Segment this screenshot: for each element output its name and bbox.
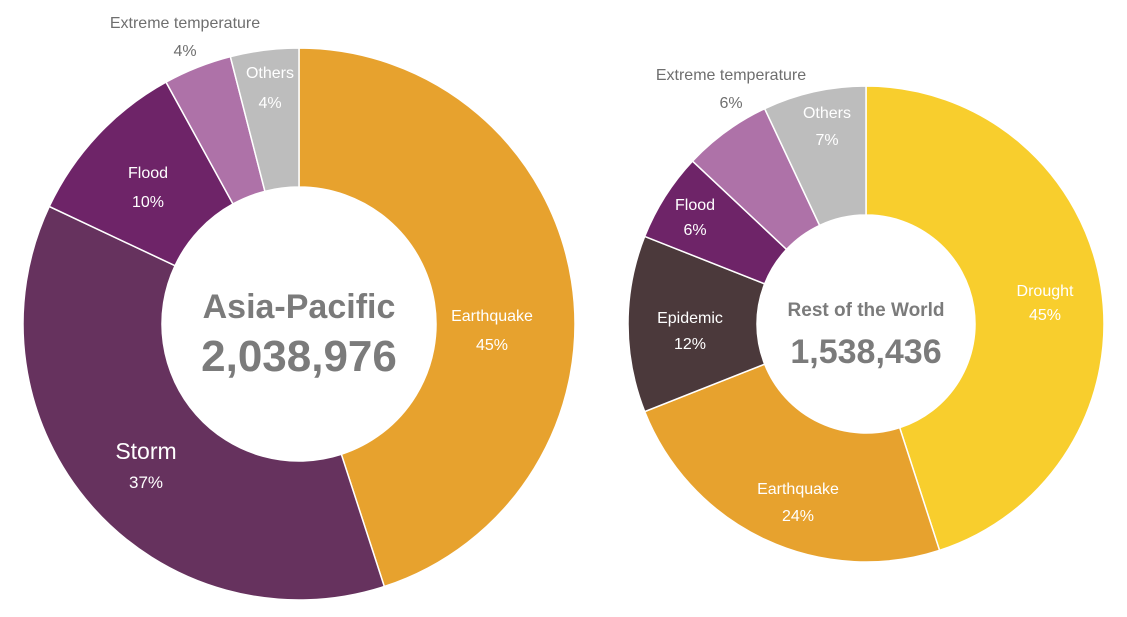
slice-label-extreme-temperature: Extreme temperature (110, 15, 260, 32)
slice-storm (22, 205, 386, 601)
slice-pct-extreme-temperature: 6% (719, 95, 742, 112)
slice-label-others: Others (803, 105, 851, 122)
slice-label-extreme-temperature: Extreme temperature (656, 67, 806, 84)
slice-label-flood: Flood (675, 197, 715, 214)
slice-label-earthquake: Earthquake (451, 308, 533, 325)
slice-others (229, 47, 300, 193)
center-title: Rest of the World (788, 300, 945, 321)
center-total: 1,538,436 (790, 333, 941, 371)
slice-label-earthquake: Earthquake (757, 481, 839, 498)
slice-label-others: Others (246, 65, 294, 82)
slice-pct-epidemic: 12% (674, 336, 706, 353)
slice-label-flood: Flood (128, 165, 168, 182)
slice-pct-storm: 37% (129, 473, 163, 492)
slice-others (763, 85, 867, 227)
slice-pct-earthquake: 45% (476, 337, 508, 354)
center-title: Asia-Pacific (203, 288, 396, 326)
slice-pct-others: 7% (815, 132, 838, 149)
slice-earthquake (643, 363, 941, 563)
asia-pacific-donut: Earthquake 45% Storm 37% Flood 10% Extreme tem… (22, 15, 576, 601)
slice-pct-others: 4% (258, 95, 281, 112)
slice-drought (865, 85, 1105, 552)
rest-of-world-donut: Drought 45% Earthquake 24% Epidemic 12% Flood 6… (627, 67, 1105, 563)
slice-pct-drought: 45% (1029, 307, 1061, 324)
slice-pct-extreme-temperature: 4% (173, 43, 196, 60)
slice-pct-flood: 10% (132, 194, 164, 211)
center-total: 2,038,976 (201, 332, 397, 381)
slice-pct-flood: 6% (683, 222, 706, 239)
slice-label-epidemic: Epidemic (657, 310, 723, 327)
slice-label-drought: Drought (1017, 283, 1074, 300)
slice-label-storm: Storm (115, 438, 176, 464)
slice-pct-earthquake: 24% (782, 508, 814, 525)
slice-earthquake (298, 47, 576, 588)
